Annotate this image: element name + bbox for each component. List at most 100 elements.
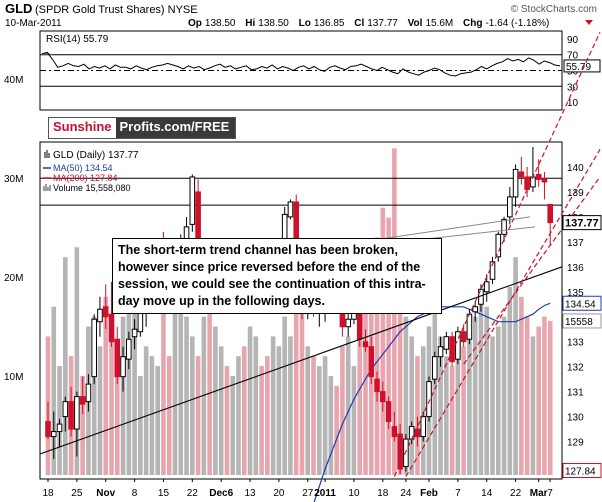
x-tick-label: 7 — [547, 488, 553, 499]
annotation-text-box: The short-term trend channel has been br… — [112, 238, 442, 314]
volume-bar — [103, 296, 109, 475]
volume-bar — [161, 296, 166, 475]
volume-bar — [253, 336, 259, 475]
volume-bar — [276, 346, 282, 475]
volume-bar — [190, 336, 195, 475]
volume-bar — [519, 296, 524, 475]
volume-bar — [547, 320, 553, 475]
volume-bar — [114, 356, 120, 475]
volume-bar — [247, 326, 253, 475]
channel-inner-line — [463, 176, 601, 365]
volume-bar — [415, 356, 420, 475]
volume-bar — [143, 346, 149, 475]
volume-bar — [536, 326, 541, 475]
price-candle — [120, 346, 126, 392]
price-tick-label: 136 — [567, 263, 584, 274]
price-candle — [79, 376, 86, 415]
volume-bar — [218, 346, 224, 475]
price-value-label: 134.54 — [562, 295, 602, 311]
rsi-panel: 103050709055.79 — [40, 35, 601, 109]
header-credit: © StockCharts.com — [511, 4, 597, 15]
price-candle — [530, 146, 536, 192]
x-tick-label: 22 — [510, 488, 522, 499]
volume-bar — [351, 366, 357, 475]
rsi-title: RSI(14) 55.79 — [46, 34, 109, 45]
volume-bar — [495, 326, 501, 475]
svg-text:MA(200) 127.84: MA(200) 127.84 — [53, 173, 118, 183]
channel-lower-line — [405, 149, 601, 477]
volume-bar — [166, 356, 172, 475]
volume-bar — [322, 356, 328, 475]
volume-bar — [91, 316, 97, 475]
volume-bar — [328, 376, 334, 475]
price-legend: GLD (Daily) 137.77 MA(50) 134.54 MA(200)… — [43, 150, 139, 193]
volume-bar — [109, 336, 114, 475]
price-candle — [56, 419, 63, 447]
price-candle — [512, 164, 519, 207]
volume-bar — [138, 376, 143, 475]
price-tick-label: 129 — [567, 438, 584, 449]
price-candle — [74, 391, 80, 457]
price-panel-frame — [39, 141, 563, 480]
volume-bar — [132, 296, 137, 475]
volume-bar — [530, 336, 536, 475]
x-tick-label: 18 — [42, 488, 54, 499]
price-candle — [126, 331, 132, 370]
price-candle — [362, 329, 369, 352]
volume-bar — [340, 346, 345, 475]
price-candle — [50, 411, 57, 460]
price-candle — [45, 401, 51, 440]
volume-tick-label: 10M — [4, 372, 23, 383]
x-tick-label: Feb — [420, 488, 438, 499]
volume-bar — [542, 316, 547, 475]
down-arrow-icon — [585, 20, 593, 25]
volume-bar — [345, 336, 351, 475]
rsi-last-value: 55.79 — [563, 59, 601, 73]
x-tick-label: 18 — [377, 488, 389, 499]
price-value-label: 137.77 — [562, 215, 602, 231]
x-tick-label: 25 — [71, 488, 83, 499]
svg-text:MA(50) 134.54: MA(50) 134.54 — [53, 163, 113, 173]
volume-bar — [299, 306, 305, 475]
volume-bar — [51, 306, 57, 475]
svg-text:137.77: 137.77 — [565, 218, 599, 230]
price-tick-label: 132 — [567, 363, 584, 374]
x-tick-label: Dec6 — [209, 488, 233, 499]
price-candle — [114, 326, 121, 385]
price-value-label: 127.84 — [562, 463, 602, 479]
volume-tick-label: 30M — [4, 174, 23, 185]
price-candle — [374, 371, 380, 402]
price-grid — [40, 177, 562, 206]
volume-bar — [63, 257, 68, 475]
volume-tick-label: 40M — [4, 75, 23, 86]
volume-bar — [207, 296, 212, 475]
volume-bar — [409, 336, 414, 475]
volume-bar — [403, 316, 409, 475]
price-candle — [507, 186, 513, 225]
volume-bar — [97, 346, 103, 475]
volume-bar — [513, 257, 518, 475]
legend-ma200: MA(200) 127.84 — [43, 173, 118, 183]
volume-bar — [311, 356, 316, 475]
rsi-line — [41, 51, 561, 77]
volume-bar — [224, 366, 230, 475]
volume-bar — [317, 366, 322, 475]
volume-bar — [374, 237, 380, 475]
svg-text:134.54: 134.54 — [565, 299, 596, 310]
volume-bar — [184, 316, 189, 475]
volume-bar — [472, 316, 478, 475]
volume-bar — [259, 366, 264, 475]
svg-text:55.79: 55.79 — [566, 62, 591, 73]
volume-bar — [305, 346, 311, 475]
volume-bar — [282, 316, 287, 475]
price-tick-label: 131 — [567, 388, 584, 399]
price-candle — [368, 336, 375, 385]
x-tick-label: 13 — [244, 488, 256, 499]
long-term-support-line — [39, 266, 563, 455]
volume-bar — [490, 336, 495, 475]
axis-labels: 1281291301311321331341351361371381391401… — [42, 163, 602, 499]
legend-gld: GLD (Daily) 137.77 — [44, 150, 139, 161]
x-tick-label: 8 — [132, 488, 138, 499]
volume-bar — [438, 336, 443, 475]
